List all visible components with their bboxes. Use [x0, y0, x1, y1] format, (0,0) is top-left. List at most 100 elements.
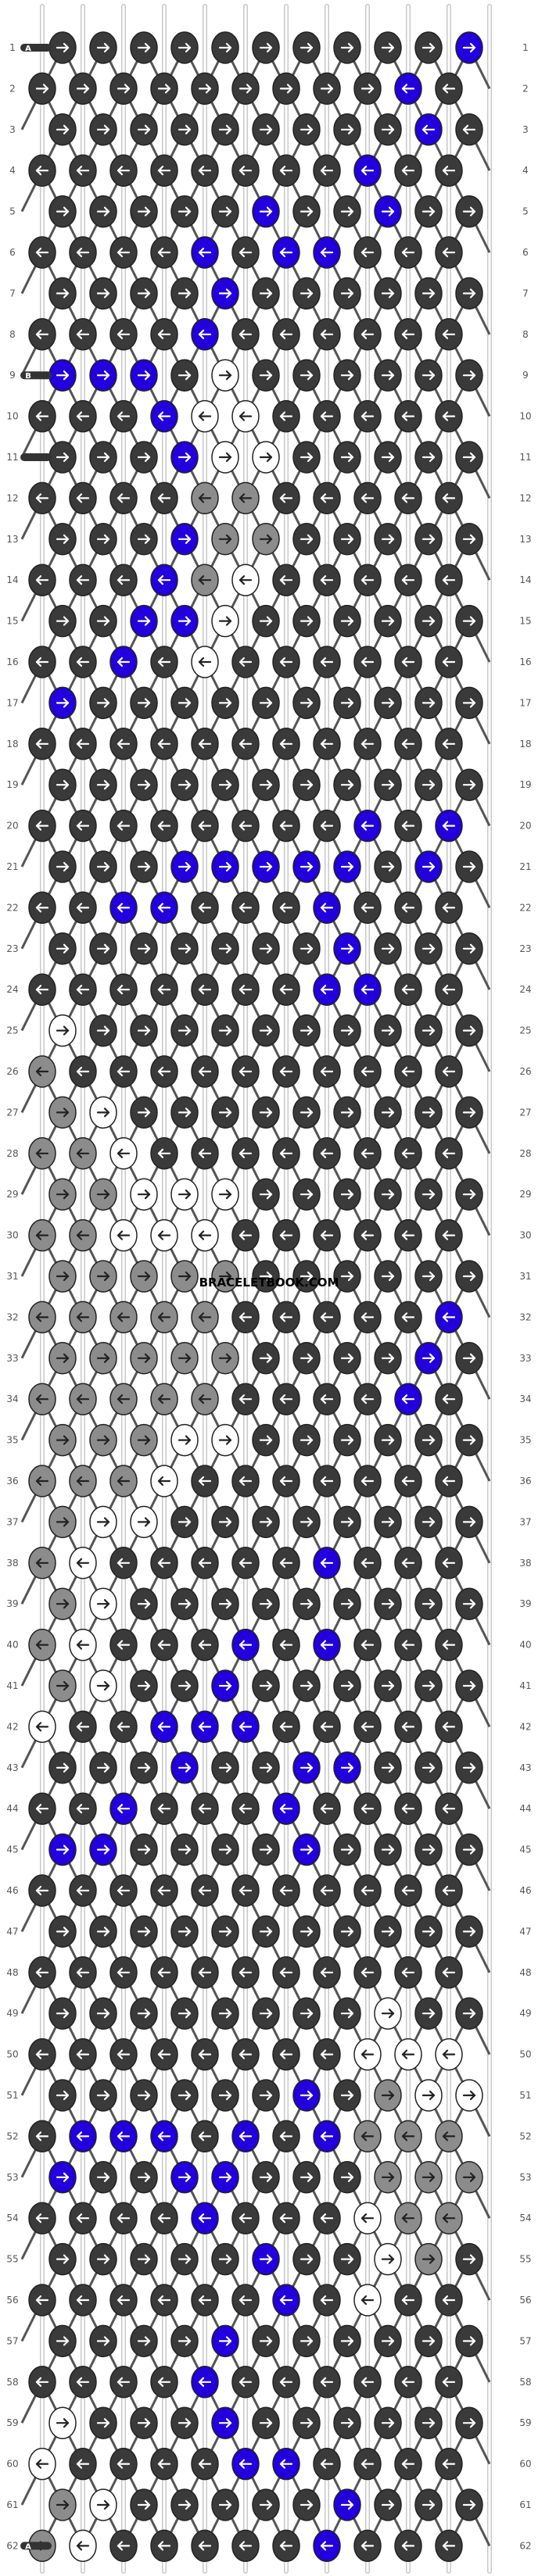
arrow-head — [360, 2377, 368, 2387]
row-number-left: 33 — [6, 1353, 18, 1364]
knot — [414, 1260, 443, 1293]
arrow-head — [347, 206, 354, 216]
knot — [252, 441, 280, 474]
arrow-head — [429, 534, 436, 544]
row-number-left: 57 — [6, 2335, 18, 2346]
knot — [48, 686, 77, 720]
knot — [435, 2529, 463, 2563]
knot — [109, 2447, 138, 2481]
knot — [333, 1587, 361, 1620]
arrow-head — [442, 575, 449, 585]
knot — [28, 2038, 56, 2071]
arrow-head — [239, 1394, 246, 1404]
knot — [414, 1997, 443, 2030]
row-number-right: 38 — [519, 1558, 531, 1569]
knot — [150, 1547, 178, 1580]
knot — [89, 2242, 117, 2276]
knot — [272, 1137, 300, 1170]
knot — [353, 1547, 382, 1580]
arrow-head — [469, 1025, 476, 1036]
knot — [272, 72, 300, 106]
arrow-head — [103, 616, 110, 626]
knot — [414, 1669, 443, 1702]
knot — [313, 728, 341, 760]
arrow-head — [279, 2131, 286, 2141]
arrow-head — [63, 1107, 70, 1118]
arrow-head — [35, 411, 42, 421]
row-number-left: 7 — [9, 288, 16, 299]
arrow-head — [76, 1640, 83, 1650]
knot — [211, 2161, 239, 2194]
knot — [455, 686, 483, 720]
knot — [69, 1710, 97, 1744]
arrow-head — [347, 861, 354, 872]
knot — [48, 768, 77, 801]
row-number-right: 54 — [519, 2213, 531, 2224]
arrow-head — [266, 288, 273, 299]
arrow-head — [117, 1640, 124, 1650]
arrow-head — [35, 985, 42, 995]
knot — [272, 1301, 300, 1334]
arrow-head — [198, 821, 205, 831]
knot — [394, 2120, 422, 2153]
row-number-left: 49 — [6, 2008, 18, 2019]
knot — [231, 72, 260, 106]
arrow-head — [360, 739, 368, 749]
knot — [435, 2202, 463, 2234]
arrow-head — [320, 2541, 327, 2551]
knot — [313, 891, 341, 925]
arrow-head — [388, 42, 395, 53]
arrow-head — [103, 1190, 110, 1200]
arrow-head — [225, 1762, 232, 1773]
knot — [28, 728, 56, 760]
knots-layer — [28, 31, 483, 2563]
arrow-head — [320, 1312, 327, 1322]
arrow-head — [360, 1230, 368, 1240]
arrow-head — [198, 985, 205, 995]
arrow-head — [63, 943, 70, 953]
knot — [313, 1792, 341, 1825]
knot — [211, 1014, 239, 1047]
arrow-head — [35, 1066, 42, 1077]
knot — [414, 2079, 443, 2112]
knot — [414, 1096, 443, 1129]
knot — [455, 441, 483, 474]
knot — [109, 2529, 138, 2563]
arrow-head — [225, 124, 232, 134]
knot — [231, 1792, 260, 1825]
arrow-head — [144, 124, 151, 134]
knot — [455, 604, 483, 638]
knot — [272, 2120, 300, 2153]
arrow-head — [442, 84, 449, 94]
arrow-head — [469, 2172, 476, 2182]
knot — [374, 31, 402, 64]
knot — [170, 1423, 199, 1457]
arrow-head — [63, 288, 70, 299]
knot — [109, 2120, 138, 2153]
row-number-left: 44 — [6, 1803, 18, 1814]
knot — [211, 195, 239, 228]
arrow-head — [307, 943, 314, 953]
arrow-head — [401, 2213, 408, 2224]
arrow-head — [320, 1967, 327, 1977]
knot — [292, 1587, 321, 1620]
arrow-head — [117, 2377, 124, 2387]
knot — [48, 850, 77, 883]
arrow-head — [63, 1762, 70, 1773]
knot — [374, 441, 402, 474]
row-number-right: 29 — [519, 1189, 531, 1200]
knot — [333, 1260, 361, 1293]
knot — [48, 1833, 77, 1866]
arrow-head — [347, 1190, 354, 1200]
knot — [211, 1178, 239, 1211]
knot — [394, 399, 422, 433]
arrow-head — [401, 985, 408, 995]
knot — [435, 1710, 463, 1744]
arrow-head — [307, 1353, 314, 1363]
knot — [272, 1792, 300, 1825]
arrow-head — [63, 1599, 70, 1609]
arrow-head — [320, 1394, 327, 1404]
knot — [109, 236, 138, 269]
knot — [394, 1710, 422, 1744]
knot — [48, 1997, 77, 2030]
